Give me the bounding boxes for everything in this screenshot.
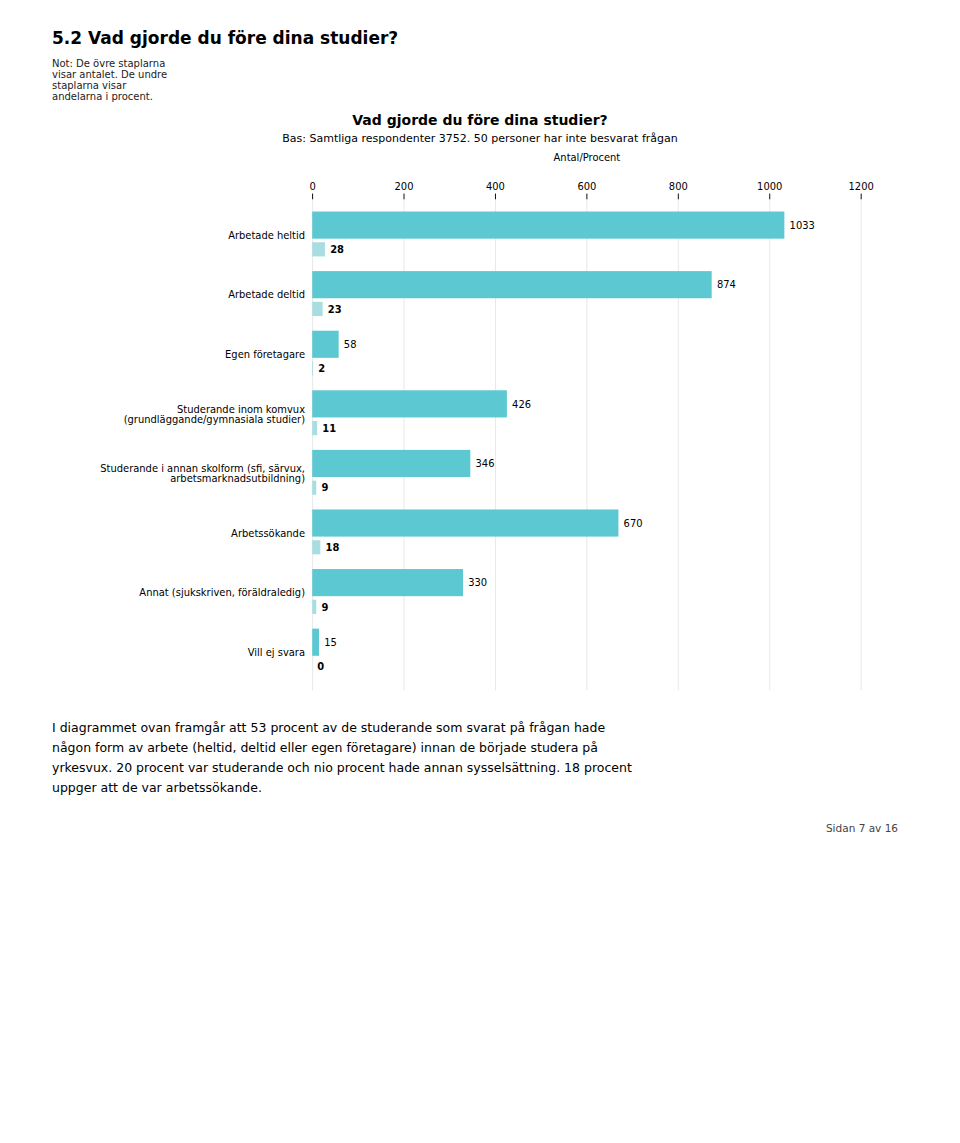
svg-text:426: 426	[512, 399, 531, 410]
svg-text:Annat (sjukskriven, föräldrale: Annat (sjukskriven, föräldraledig)	[139, 587, 305, 598]
svg-text:Studerande i annan skolform (s: Studerande i annan skolform (sfi, särvux…	[100, 463, 305, 484]
svg-text:9: 9	[321, 482, 328, 493]
svg-text:1033: 1033	[790, 220, 815, 231]
html-text:Bas: Samtliga respondenter 375: Bas: Samtliga respondenter 3752. 50 pers…	[282, 132, 678, 145]
svg-text:9: 9	[321, 602, 328, 613]
svg-text:1200: 1200	[849, 181, 874, 192]
svg-text:11: 11	[322, 423, 336, 434]
svg-text:346: 346	[476, 458, 495, 469]
svg-text:Arbetade deltid: Arbetade deltid	[228, 289, 305, 300]
svg-text:670: 670	[624, 518, 643, 529]
svg-text:Arbetade heltid: Arbetade heltid	[228, 230, 305, 241]
html-text:Vad gjorde du före dina studie: Vad gjorde du före dina studier?	[352, 112, 608, 128]
svg-text:200: 200	[395, 181, 414, 192]
svg-text:58: 58	[344, 339, 357, 350]
svg-text:15: 15	[324, 637, 337, 648]
svg-text:400: 400	[486, 181, 505, 192]
svg-text:Antal/Procent: Antal/Procent	[554, 152, 621, 163]
html-text:5.2 Vad gjorde du före dina st: 5.2 Vad gjorde du före dina studier?	[52, 28, 399, 48]
svg-text:800: 800	[669, 181, 688, 192]
svg-text:23: 23	[328, 304, 342, 315]
svg-text:Vill ej svara: Vill ej svara	[248, 647, 305, 658]
svg-text:Egen företagare: Egen företagare	[225, 349, 305, 360]
svg-text:18: 18	[326, 542, 340, 553]
svg-text:330: 330	[468, 577, 487, 588]
svg-text:2: 2	[318, 363, 325, 374]
svg-text:1000: 1000	[757, 181, 782, 192]
html-text:Not: De övre staplarna visar a: Not: De övre staplarna visar antalet. De…	[52, 58, 168, 102]
html-text:I diagrammet ovan framgår att: I diagrammet ovan framgår att 53 procent…	[52, 719, 632, 795]
html-text:Sidan 7 av 16: Sidan 7 av 16	[826, 821, 898, 834]
svg-text:0: 0	[309, 181, 315, 192]
svg-text:874: 874	[717, 279, 736, 290]
svg-text:600: 600	[577, 181, 596, 192]
svg-text:Arbetssökande: Arbetssökande	[231, 528, 305, 539]
svg-text:Studerande inom komvux(grundlä: Studerande inom komvux(grundläggande/gym…	[124, 404, 305, 425]
svg-text:0: 0	[317, 661, 324, 672]
svg-text:28: 28	[330, 244, 344, 255]
